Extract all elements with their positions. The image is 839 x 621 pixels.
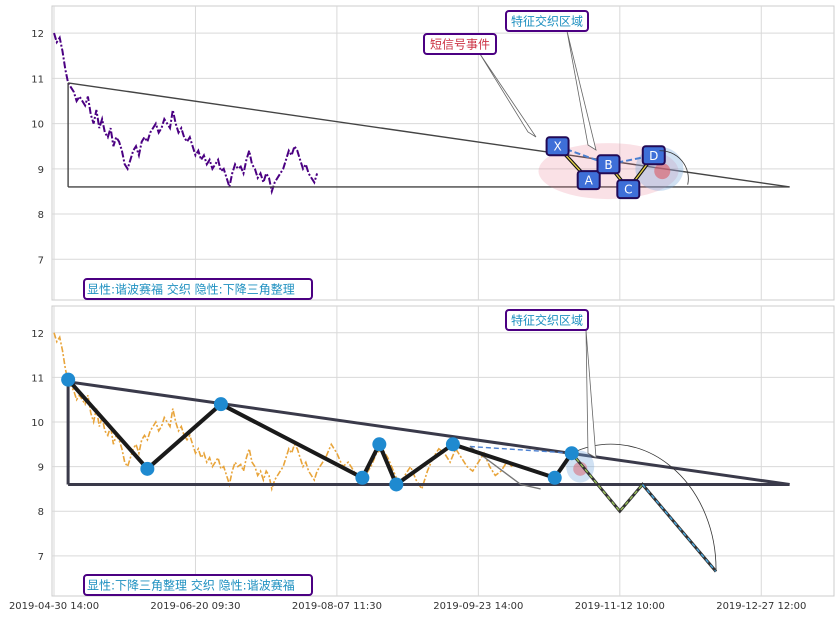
callout-text: 特征交织区域 bbox=[511, 14, 583, 29]
pattern-point-box bbox=[641, 145, 666, 166]
x-tick-label: 2019-11-12 10:00 bbox=[575, 601, 665, 612]
y-tick-label: 12 bbox=[31, 29, 44, 40]
pattern-point-label: C bbox=[624, 183, 632, 197]
caption-box: 显性:谐波赛福 交织 隐性:下降三角整理 bbox=[83, 278, 313, 300]
annotation-callout: 特征交织区域 bbox=[505, 10, 597, 151]
x-tick-label: 2019-12-27 12:00 bbox=[716, 601, 806, 612]
pattern-point-marker bbox=[61, 372, 76, 387]
pattern-point-marker bbox=[140, 461, 155, 476]
pattern-point-box bbox=[576, 170, 601, 191]
pattern-point-X: X bbox=[545, 136, 570, 157]
caption-box: 显性:下降三角整理 交织 隐性:谐波赛福 bbox=[83, 574, 313, 596]
callout-box bbox=[423, 33, 497, 55]
caption-frame bbox=[83, 278, 313, 300]
x-tick-label: 2019-08-07 11:30 bbox=[292, 601, 382, 612]
triangle-upper-line bbox=[67, 380, 790, 486]
pattern-point-marker bbox=[372, 437, 387, 452]
projection-blue bbox=[641, 484, 717, 572]
pattern-point-label: A bbox=[585, 174, 594, 188]
callout-text: 特征交织区域 bbox=[511, 313, 583, 328]
y-tick-label: 8 bbox=[38, 507, 44, 518]
annotation-callout: 特征交织区域 bbox=[505, 309, 597, 459]
pattern-point-box bbox=[616, 179, 641, 200]
callout-text: 短信号事件 bbox=[430, 38, 490, 52]
pattern-point-marker bbox=[547, 470, 562, 485]
y-tick-label: 11 bbox=[31, 74, 44, 85]
pattern-point-D: D bbox=[641, 145, 666, 166]
pattern-point-B: B bbox=[596, 154, 621, 175]
caption-text: 显性:谐波赛福 交织 隐性:下降三角整理 bbox=[87, 282, 295, 297]
caption-text: 显性:下降三角整理 交织 隐性:谐波赛福 bbox=[87, 578, 295, 593]
pattern-point-marker bbox=[213, 397, 228, 412]
pattern-point-marker bbox=[389, 477, 404, 492]
pattern-point-A: A bbox=[576, 170, 601, 191]
callout-arrow bbox=[479, 53, 537, 138]
y-tick-label: 11 bbox=[31, 373, 44, 384]
y-tick-label: 7 bbox=[38, 552, 44, 563]
callout-box bbox=[505, 309, 589, 331]
pattern-point-label: B bbox=[604, 158, 612, 172]
pattern-point-label: X bbox=[553, 140, 561, 154]
projection-arc bbox=[571, 443, 717, 572]
callout-box bbox=[505, 10, 589, 32]
y-tick-label: 8 bbox=[38, 210, 44, 221]
pattern-point-marker bbox=[355, 470, 370, 485]
pattern-point-box bbox=[596, 154, 621, 175]
x-tick-label: 2019-04-30 14:00 bbox=[9, 601, 99, 612]
helper-dashed-line bbox=[469, 445, 572, 454]
callout-arrow bbox=[585, 329, 597, 459]
y-tick-label: 9 bbox=[38, 165, 44, 176]
x-tick-label: 2019-06-20 09:30 bbox=[150, 601, 240, 612]
pattern-point-C: C bbox=[616, 179, 641, 200]
y-tick-label: 10 bbox=[31, 120, 44, 131]
projection-arc bbox=[659, 150, 689, 185]
y-tick-label: 7 bbox=[38, 255, 44, 266]
focus-dot bbox=[654, 163, 671, 180]
projection-green bbox=[571, 452, 644, 513]
y-tick-label: 10 bbox=[31, 418, 44, 429]
annotation-callout: 短信号事件 bbox=[423, 33, 537, 138]
callout-arrow bbox=[566, 30, 597, 151]
caption-frame bbox=[83, 574, 313, 596]
price-series-line bbox=[53, 332, 513, 493]
pattern-point-label: D bbox=[649, 149, 658, 163]
helper-grey-line bbox=[469, 445, 541, 490]
x-tick-label: 2019-09-23 14:00 bbox=[433, 601, 523, 612]
pattern-point-box bbox=[545, 136, 570, 157]
y-tick-label: 12 bbox=[31, 329, 44, 340]
pattern-point-marker bbox=[445, 437, 460, 452]
y-tick-label: 9 bbox=[38, 463, 44, 474]
pattern-point-marker bbox=[564, 446, 579, 461]
